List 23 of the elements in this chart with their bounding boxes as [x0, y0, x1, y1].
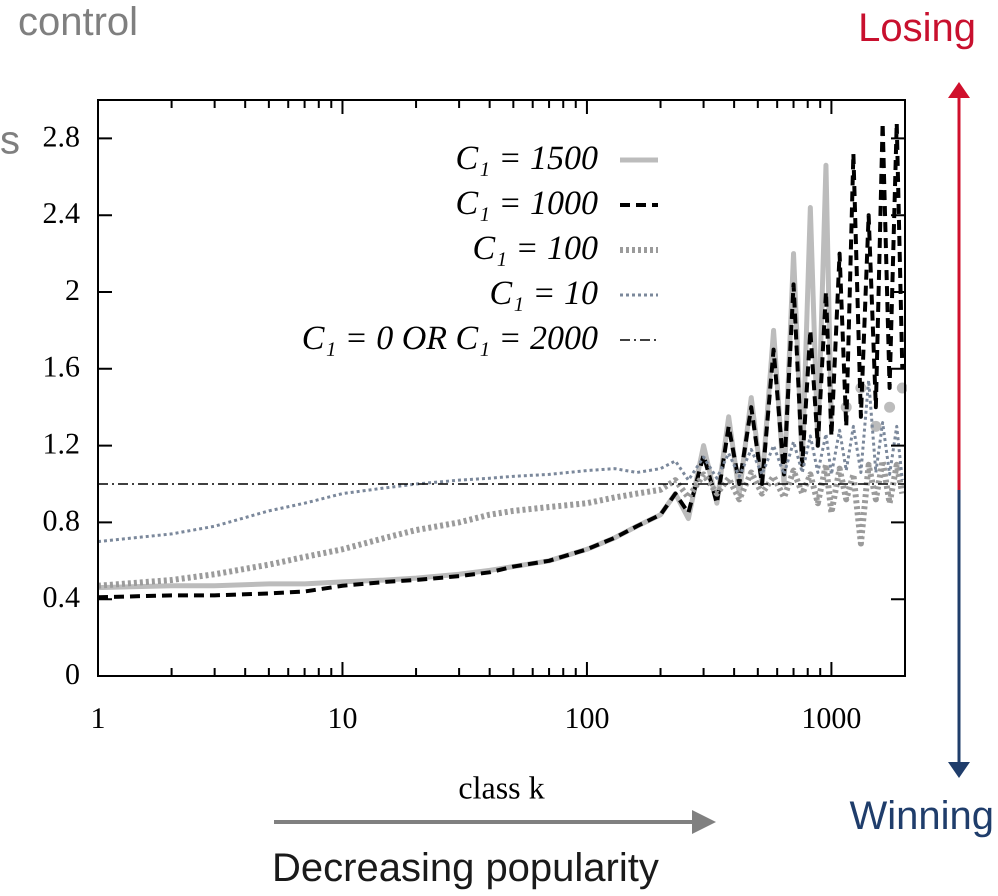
legend-label: C₁ = 1500 [456, 140, 598, 177]
y-tick-label: 2.8 [42, 120, 80, 154]
y-tick-label: 1.6 [42, 350, 80, 384]
legend-label: C₁ = 100 [472, 230, 598, 267]
x-tick-label: 100 [564, 702, 610, 735]
y-axis-title: s [0, 118, 20, 162]
text: control [18, 0, 138, 44]
legend-label: C₁ = 1000 [456, 184, 598, 222]
legend-label: C₁ = 0 OR C₁ = 2000 [302, 320, 598, 357]
legend-label: C₁ = 10 [490, 274, 598, 312]
x-tick-label: 1 [90, 702, 106, 735]
x-axis-title: class k [458, 769, 545, 806]
x-tick-label: 10 [327, 702, 358, 735]
y-tick-label: 2.4 [42, 197, 80, 230]
text: Decreasing popularity [272, 846, 659, 890]
y-tick-label: 0.4 [42, 581, 80, 614]
y-tick-label: 1.2 [42, 427, 80, 460]
text: Winning [849, 794, 994, 838]
y-tick-label: 0 [65, 658, 80, 691]
text: Losing [858, 6, 976, 50]
y-tick-label: 2 [65, 274, 80, 307]
y-tick-label: 0.8 [42, 504, 80, 538]
x-tick-label: 1000 [801, 702, 862, 735]
